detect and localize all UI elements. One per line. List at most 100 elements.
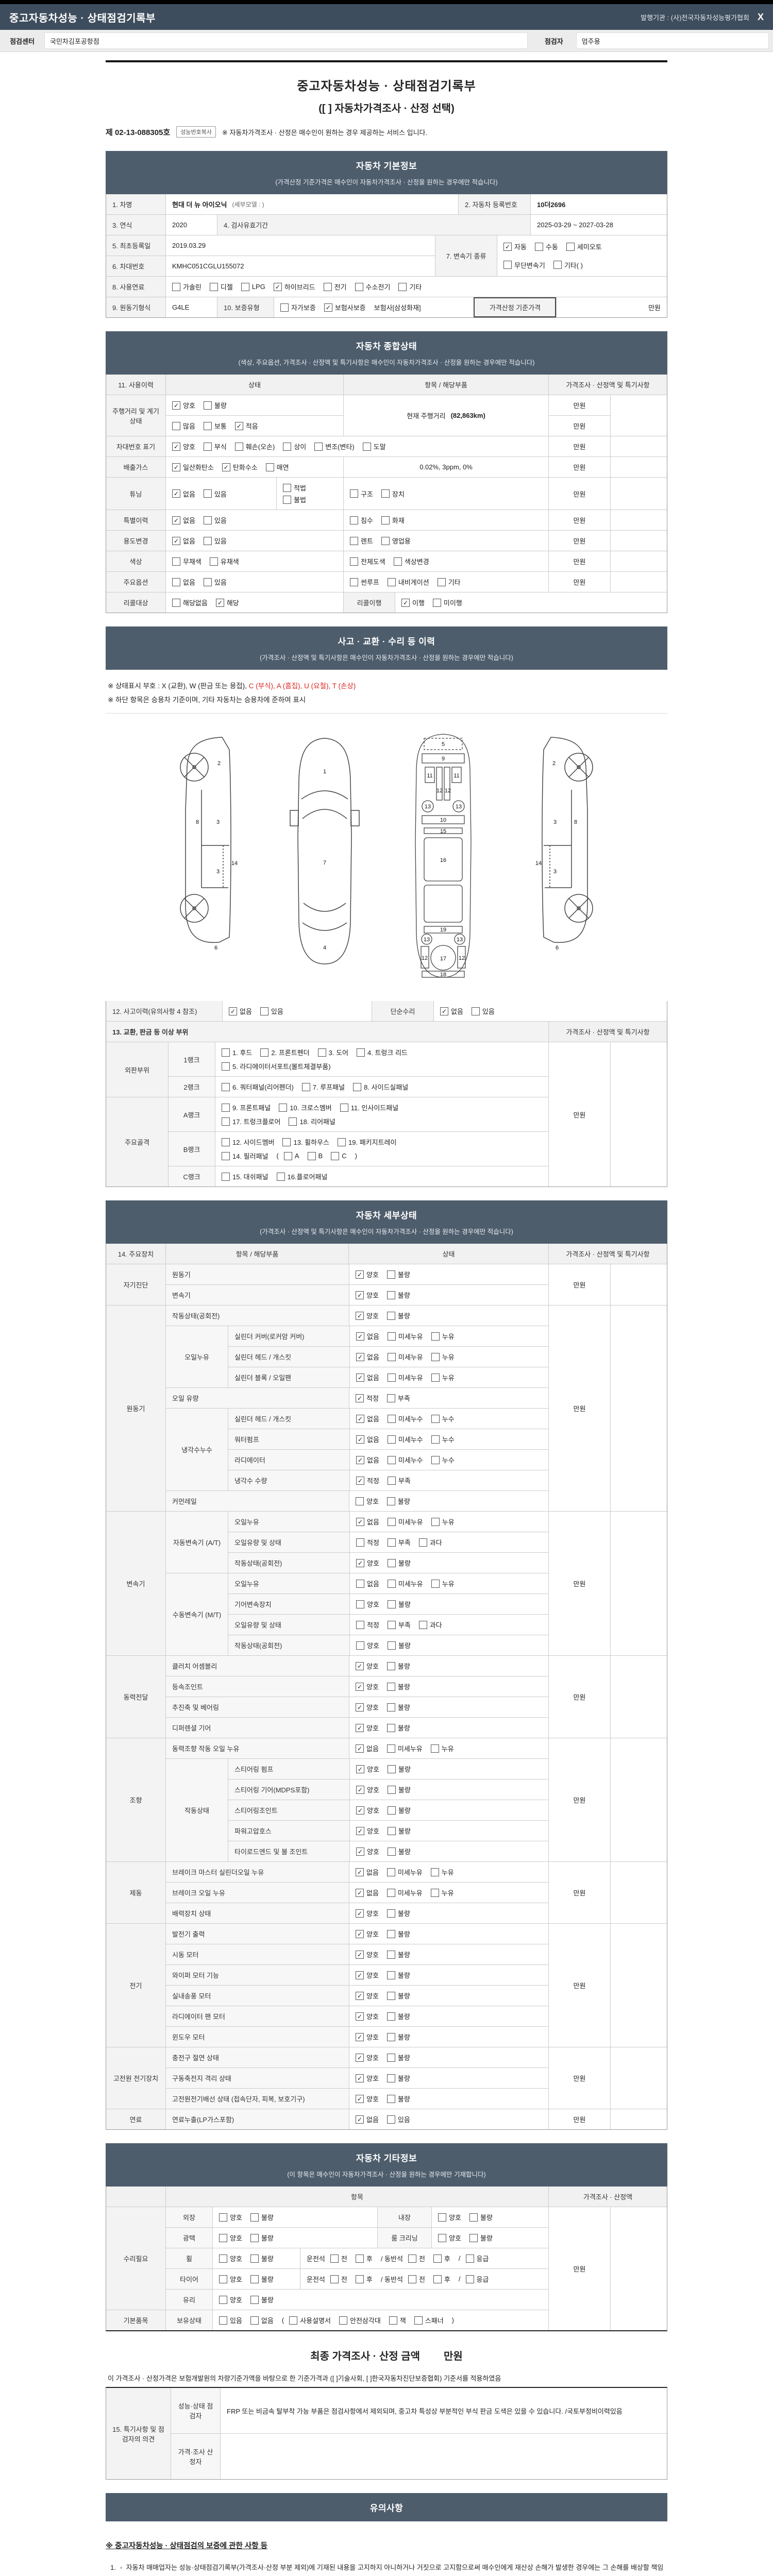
- checkbox-box[interactable]: [386, 1703, 395, 1711]
- checkbox-box[interactable]: [219, 2275, 227, 2283]
- checkbox-box[interactable]: [282, 1138, 291, 1146]
- checkbox-box[interactable]: [418, 1620, 427, 1629]
- checkbox-box[interactable]: [387, 1455, 396, 1464]
- checkbox-box[interactable]: [465, 2254, 474, 2263]
- checkbox-box[interactable]: ✓: [503, 242, 512, 251]
- checkbox-box[interactable]: [350, 536, 358, 545]
- checkbox-box[interactable]: ✓: [356, 1950, 364, 1959]
- checkbox-box[interactable]: [387, 1352, 396, 1361]
- checkbox-box[interactable]: [356, 1641, 364, 1650]
- checkbox-box[interactable]: [433, 2254, 442, 2263]
- checkbox-box[interactable]: ✓: [172, 401, 180, 410]
- checkbox-box[interactable]: [203, 421, 212, 430]
- checkbox-box[interactable]: ✓: [215, 598, 224, 607]
- checkbox-box[interactable]: [222, 1062, 230, 1071]
- checkbox-box[interactable]: [265, 463, 274, 471]
- checkbox-box[interactable]: ✓: [172, 442, 180, 451]
- checkbox-box[interactable]: [381, 516, 390, 524]
- checkbox-box[interactable]: [356, 1538, 364, 1547]
- checkbox-box[interactable]: [389, 2316, 397, 2325]
- checkbox-box[interactable]: [317, 1048, 326, 1057]
- checkbox-box[interactable]: ✓: [356, 1723, 364, 1732]
- checkbox-box[interactable]: [209, 557, 218, 566]
- checkbox-box[interactable]: [250, 2295, 259, 2304]
- checkbox-box[interactable]: [289, 1117, 297, 1126]
- checkbox-box[interactable]: [387, 1765, 396, 1773]
- checkbox-box[interactable]: [283, 442, 292, 451]
- checkbox-box[interactable]: [386, 2115, 395, 2124]
- checkbox-box[interactable]: ✓: [356, 1373, 364, 1382]
- checkbox-box[interactable]: ✓: [356, 1868, 364, 1876]
- checkbox-box[interactable]: [203, 401, 212, 410]
- checkbox-box[interactable]: ✓: [356, 1785, 364, 1794]
- checkbox-box[interactable]: [260, 1048, 269, 1057]
- checkbox-box[interactable]: [362, 442, 371, 451]
- checkbox-box[interactable]: [339, 2316, 347, 2325]
- checkbox-box[interactable]: [250, 2275, 259, 2283]
- checkbox-box[interactable]: [386, 1291, 395, 1299]
- checkbox-box[interactable]: ✓: [356, 2032, 364, 2041]
- checkbox-box[interactable]: [219, 2295, 227, 2304]
- checkbox-box[interactable]: [430, 1888, 439, 1897]
- checkbox-box[interactable]: [386, 2074, 395, 2082]
- checkbox-box[interactable]: ✓: [273, 282, 282, 291]
- checkbox-box[interactable]: ✓: [401, 598, 410, 607]
- checkbox-box[interactable]: [307, 1151, 316, 1160]
- checkbox-box[interactable]: ✓: [172, 536, 180, 545]
- checkbox-box[interactable]: ✓: [356, 1332, 364, 1341]
- checkbox-box[interactable]: [381, 536, 390, 545]
- checkbox-box[interactable]: ✓: [356, 1435, 364, 1444]
- checkbox-box[interactable]: [289, 2316, 298, 2325]
- checkbox-box[interactable]: [386, 2053, 395, 2062]
- checkbox-box[interactable]: [172, 578, 180, 586]
- checkbox-box[interactable]: ✓: [356, 1826, 364, 1835]
- checkbox-box[interactable]: [340, 1103, 348, 1112]
- checkbox-box[interactable]: ✓: [229, 1007, 237, 1015]
- checkbox-box[interactable]: [283, 483, 291, 492]
- checkbox-box[interactable]: [353, 1082, 362, 1091]
- checkbox-box[interactable]: [219, 2213, 227, 2222]
- checkbox-box[interactable]: [387, 1826, 396, 1835]
- checkbox-box[interactable]: [283, 1151, 292, 1160]
- checkbox-box[interactable]: [222, 1172, 230, 1181]
- checkbox-box[interactable]: [431, 1517, 440, 1526]
- checkbox-box[interactable]: [387, 1847, 396, 1856]
- checkbox-box[interactable]: [386, 1950, 395, 1959]
- checkbox-box[interactable]: [219, 2316, 227, 2325]
- checkbox-box[interactable]: [386, 1991, 395, 2000]
- checkbox-box[interactable]: [386, 1868, 395, 1876]
- checkbox-box[interactable]: [387, 1641, 396, 1650]
- checkbox-box[interactable]: [386, 1311, 395, 1320]
- checkbox-box[interactable]: ✓: [356, 1971, 364, 1979]
- checkbox-box[interactable]: [386, 1270, 395, 1279]
- checkbox-box[interactable]: [250, 2254, 259, 2263]
- checkbox-box[interactable]: [386, 1971, 395, 1979]
- checkbox-box[interactable]: [431, 1414, 440, 1423]
- checkbox-box[interactable]: [398, 282, 407, 291]
- checkbox-box[interactable]: [430, 1868, 439, 1876]
- checkbox-box[interactable]: [355, 282, 363, 291]
- checkbox-box[interactable]: [387, 1476, 396, 1485]
- checkbox-box[interactable]: [356, 1579, 364, 1588]
- checkbox-box[interactable]: [250, 2213, 259, 2222]
- checkbox-box[interactable]: [431, 1352, 440, 1361]
- checkbox-box[interactable]: [350, 557, 358, 566]
- checkbox-box[interactable]: [222, 1103, 230, 1112]
- checkbox-box[interactable]: ✓: [234, 421, 243, 430]
- checkbox-box[interactable]: [250, 2233, 259, 2242]
- checkbox-box[interactable]: ✓: [356, 2115, 364, 2124]
- checkbox-box[interactable]: [283, 495, 291, 504]
- checkbox-box[interactable]: ✓: [222, 463, 230, 471]
- checkbox-box[interactable]: [387, 1538, 396, 1547]
- checkbox-box[interactable]: [172, 598, 180, 607]
- checkbox-box[interactable]: [438, 2213, 446, 2222]
- checkbox-box[interactable]: [414, 2316, 423, 2325]
- checkbox-box[interactable]: [279, 1103, 288, 1112]
- checkbox-box[interactable]: [203, 516, 212, 524]
- checkbox-box[interactable]: ✓: [356, 1703, 364, 1711]
- checkbox-box[interactable]: [357, 1048, 365, 1057]
- checkbox-box[interactable]: [323, 282, 332, 291]
- checkbox-box[interactable]: [387, 1435, 396, 1444]
- checkbox-box[interactable]: ✓: [356, 1270, 364, 1279]
- checkbox-box[interactable]: [433, 2275, 442, 2283]
